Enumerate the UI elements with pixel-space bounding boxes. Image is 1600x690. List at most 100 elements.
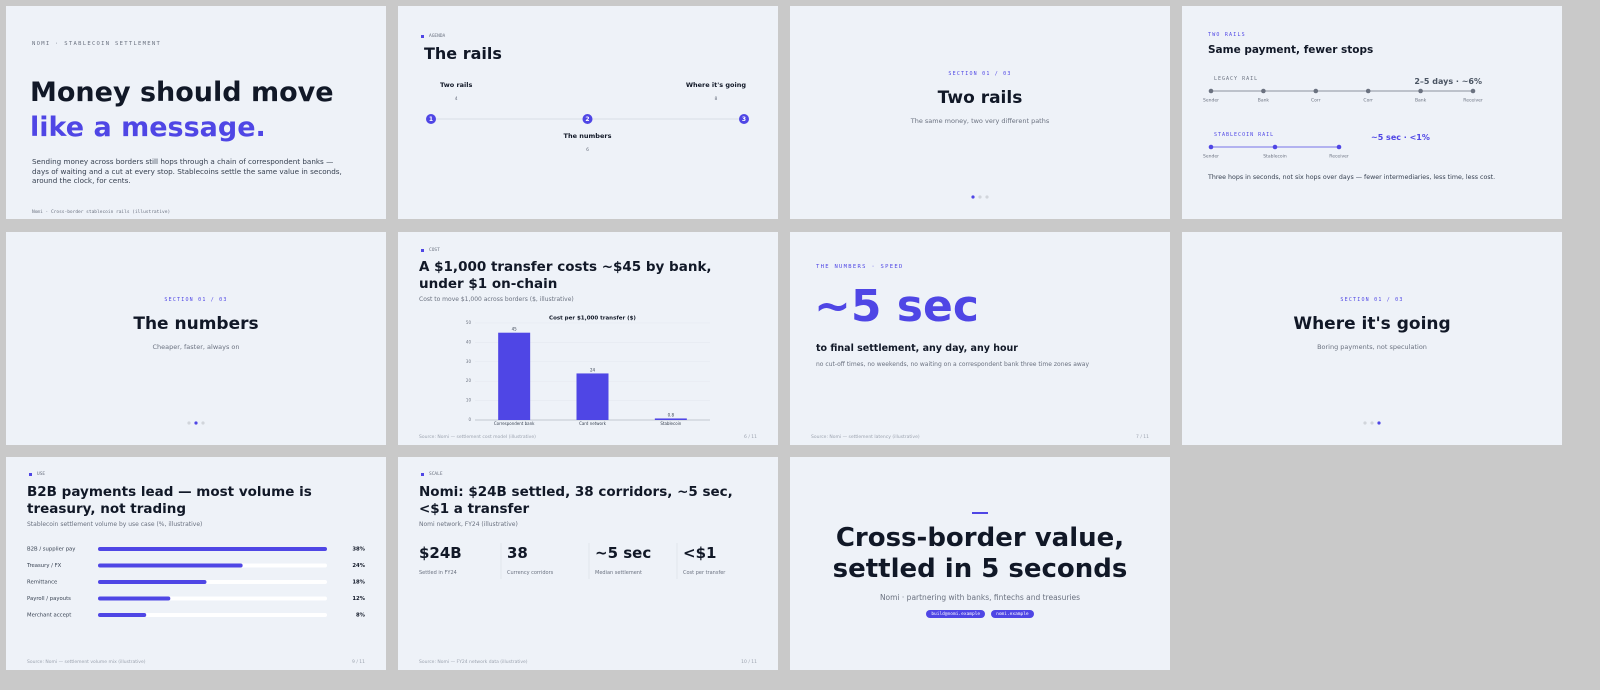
title: The rails — [424, 44, 502, 63]
footer: Source: Nomi — settlement latency (illus… — [811, 435, 920, 440]
rail-stop — [1208, 144, 1214, 150]
page-number: 6 / 11 — [744, 435, 757, 440]
footer: Source: Nomi — settlement volume mix (il… — [27, 660, 146, 665]
stat-value: ~5 sec — [595, 544, 652, 562]
bar — [98, 580, 207, 584]
progress-dot — [194, 421, 198, 425]
kicker: THE NUMBERS · SPEED — [816, 264, 904, 270]
title: Same payment, fewer stops — [1208, 44, 1374, 56]
slide[interactable]: SECTION 01 / 03 Two rails The same money, … — [790, 6, 1170, 219]
y-tick-label: 20 — [466, 378, 472, 383]
kicker: SCALE — [429, 472, 443, 477]
progress-dot — [1363, 421, 1367, 425]
rail-stop-label: Receiver — [1463, 98, 1483, 104]
subtitle: Nomi · partnering with banks, fintechs a… — [879, 593, 1081, 602]
agenda-number: 2 — [585, 116, 589, 123]
body: Three hops in seconds, not six hops over… — [1208, 174, 1496, 181]
stat-label: Currency corridors — [507, 570, 554, 576]
rail-label: LEGACY RAIL — [1214, 76, 1259, 82]
stat-value: $24B — [419, 544, 462, 562]
rail-stop-label: Sender — [1203, 98, 1219, 104]
title: A $1,000 transfer costs ~$45 by bank, un… — [419, 259, 712, 292]
title: to final settlement, any day, any hour — [816, 343, 1018, 354]
agenda-page: 4 — [454, 97, 458, 103]
page-number: 9 / 11 — [352, 660, 365, 665]
title: B2B payments lead — most volume is treas… — [27, 484, 312, 517]
kicker-dot — [421, 35, 424, 38]
bar — [98, 547, 327, 551]
slide-graphics — [500, 543, 678, 579]
title: Nomi: $24B settled, 38 corridors, ~5 sec… — [419, 484, 733, 517]
slide-graphics — [187, 421, 205, 425]
bar-value-label: 24 — [590, 367, 596, 372]
stat-value: <$1 — [683, 544, 717, 562]
subtitle: Nomi network, FY24 (illustrative) — [419, 521, 518, 528]
agenda-number: 1 — [429, 116, 433, 123]
contact-row: build@nomi.example nomi.example — [790, 610, 1170, 619]
kicker: COST — [429, 248, 440, 253]
kicker: SECTION 01 / 03 — [164, 297, 228, 303]
slide-graphics: Cost per $1,000 transfer ($) 0 10 20 30 40 50 4… — [466, 316, 710, 426]
contact-chip[interactable]: nomi.example — [991, 610, 1034, 619]
subtitle: Cheaper, faster, always on — [152, 343, 240, 351]
y-tick-label: 50 — [466, 320, 472, 325]
bar — [654, 418, 687, 420]
bar — [98, 596, 171, 601]
subtitle: Stablecoin settlement volume by use case… — [27, 521, 203, 528]
rail-stop — [1418, 88, 1423, 94]
title: Two rails — [937, 88, 1023, 108]
progress-dot — [1377, 421, 1381, 425]
x-tick-label: Stablecoin — [660, 421, 681, 426]
bar — [576, 373, 609, 420]
contact-chip[interactable]: build@nomi.example — [926, 610, 986, 619]
bar — [498, 332, 531, 420]
bar-value-label: 0.8 — [668, 412, 675, 417]
slide[interactable]: SCALE Nomi: $24B settled, 38 corridors, ~… — [398, 457, 778, 670]
kicker: SECTION 01 / 03 — [948, 71, 1012, 77]
bar — [98, 563, 243, 568]
title: The numbers — [133, 314, 259, 334]
slide[interactable]: SECTION 01 / 03 The numbers Cheaper, faste… — [6, 232, 386, 445]
rail-stop-label: Bank — [1415, 98, 1427, 104]
subtitle: The same money, two very different paths — [910, 117, 1050, 125]
stat-label: Median settlement — [595, 570, 642, 576]
slide[interactable]: NOMI · STABLECOIN SETTLEMENT Money should… — [6, 6, 386, 219]
row-label: Treasury / FX — [26, 563, 62, 569]
row-label: Payroll / payouts — [27, 596, 71, 602]
agenda-label: Two rails — [440, 81, 473, 89]
row-label: Remittance — [27, 580, 57, 586]
slide-graphics: Sender Bank Corr Corr Bank Receiver Sender Stab… — [1203, 88, 1483, 160]
slide[interactable]: SECTION 01 / 03 Where it's going Boring pa… — [1182, 232, 1562, 445]
value-label: 8% — [356, 613, 366, 619]
rail-summary: 2–5 days · ~6% — [1414, 77, 1482, 86]
rail-stop-label: Stablecoin — [1263, 154, 1287, 160]
slide[interactable]: THE NUMBERS · SPEED ~5 sec to final settle… — [790, 232, 1170, 445]
stat-label: Settled in FY24 — [419, 570, 457, 576]
rail-stop-label: Corr — [1363, 98, 1373, 104]
subtitle: Boring payments, not speculation — [1317, 343, 1427, 351]
slide[interactable]: 1 2 3 AGENDA The rails Two rails 4 The numbers 6… — [398, 6, 778, 219]
y-tick-label: 10 — [466, 398, 472, 403]
agenda-number: 3 — [742, 116, 746, 123]
kicker: USE — [37, 472, 46, 477]
headline: ~5 sec — [814, 281, 979, 332]
body: Sending money across borders still hops … — [32, 157, 342, 185]
title: Cross-border value, — [835, 523, 1125, 553]
rail-stop-label: Receiver — [1329, 154, 1349, 160]
x-tick-label: Card network — [579, 421, 607, 426]
footer: Source: Nomi — settlement cost model (il… — [419, 435, 536, 440]
agenda-node — [426, 114, 436, 124]
agenda-item: Where it's going 8 — [686, 81, 746, 103]
slide[interactable]: Cross-border value, settled in 5 seconds N… — [790, 457, 1170, 670]
y-tick-label: 30 — [466, 359, 472, 364]
slide[interactable]: B2B / supplier pay 38% Treasury / FX 24% Rem… — [6, 457, 386, 670]
slide[interactable]: Sender Bank Corr Corr Bank Receiver Sender Stab… — [1182, 6, 1562, 219]
agenda-page: 6 — [586, 148, 589, 154]
value-label: 38% — [352, 547, 365, 553]
accent-rule — [972, 512, 988, 514]
agenda-node — [739, 114, 749, 124]
rail-stop — [1365, 88, 1371, 94]
slide[interactable]: Cost per $1,000 transfer ($) 0 10 20 30 40 50 4… — [398, 232, 778, 445]
stat-label: Cost per transfer — [683, 570, 726, 576]
